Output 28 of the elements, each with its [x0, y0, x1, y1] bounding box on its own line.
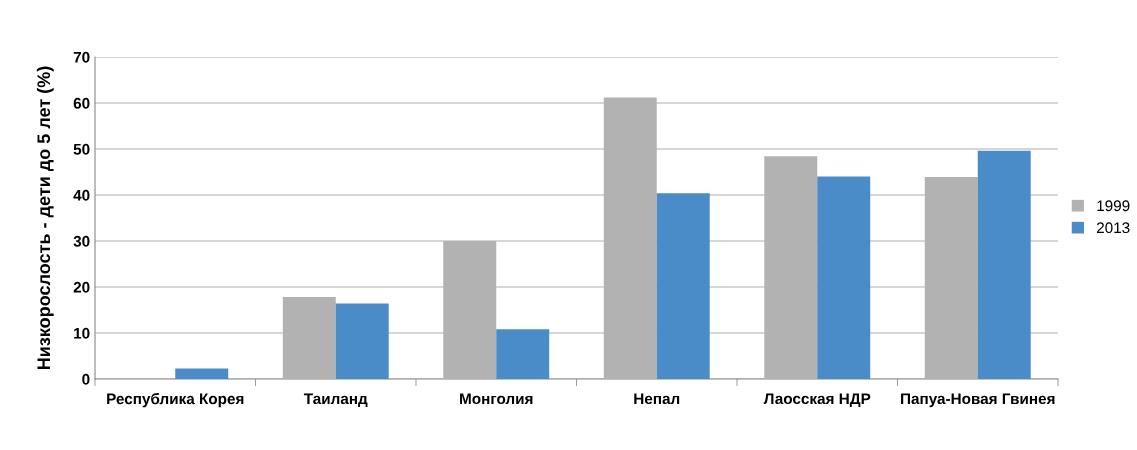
bar: [496, 329, 550, 379]
y-tick-label: 50: [73, 143, 90, 155]
y-tick-label: 60: [73, 97, 90, 109]
y-tick-label: 40: [73, 189, 90, 201]
bar: [977, 150, 1031, 379]
x-tick-label: Монголия: [460, 393, 533, 405]
bar: [656, 193, 710, 379]
legend-label: 2013: [1096, 222, 1130, 234]
bar: [924, 177, 978, 379]
y-tick-label: 30: [73, 235, 90, 247]
bar: [282, 297, 336, 379]
bar: [764, 156, 818, 379]
bar: [335, 303, 389, 379]
y-tick-label: 0: [82, 373, 90, 385]
y-tick-label: 10: [74, 327, 90, 339]
x-tick-label: Таиланд: [303, 393, 368, 407]
legend-label: 1999: [1097, 200, 1130, 212]
y-axis-title: Низкорослость - дети до 5 лет (%): [36, 66, 54, 370]
x-tick-label: Папуа-Новая Гвинея: [901, 393, 1055, 408]
bar: [603, 97, 657, 379]
bar: [443, 241, 497, 379]
y-tick-label: 70: [73, 51, 90, 63]
x-tick-label: Республика Корея: [107, 392, 244, 408]
bar: [817, 176, 871, 379]
bar: [175, 368, 229, 379]
y-tick-label: 20: [73, 281, 90, 293]
x-tick-label: Непал: [634, 393, 680, 405]
x-tick-label: Лаосская НДР: [763, 393, 871, 407]
